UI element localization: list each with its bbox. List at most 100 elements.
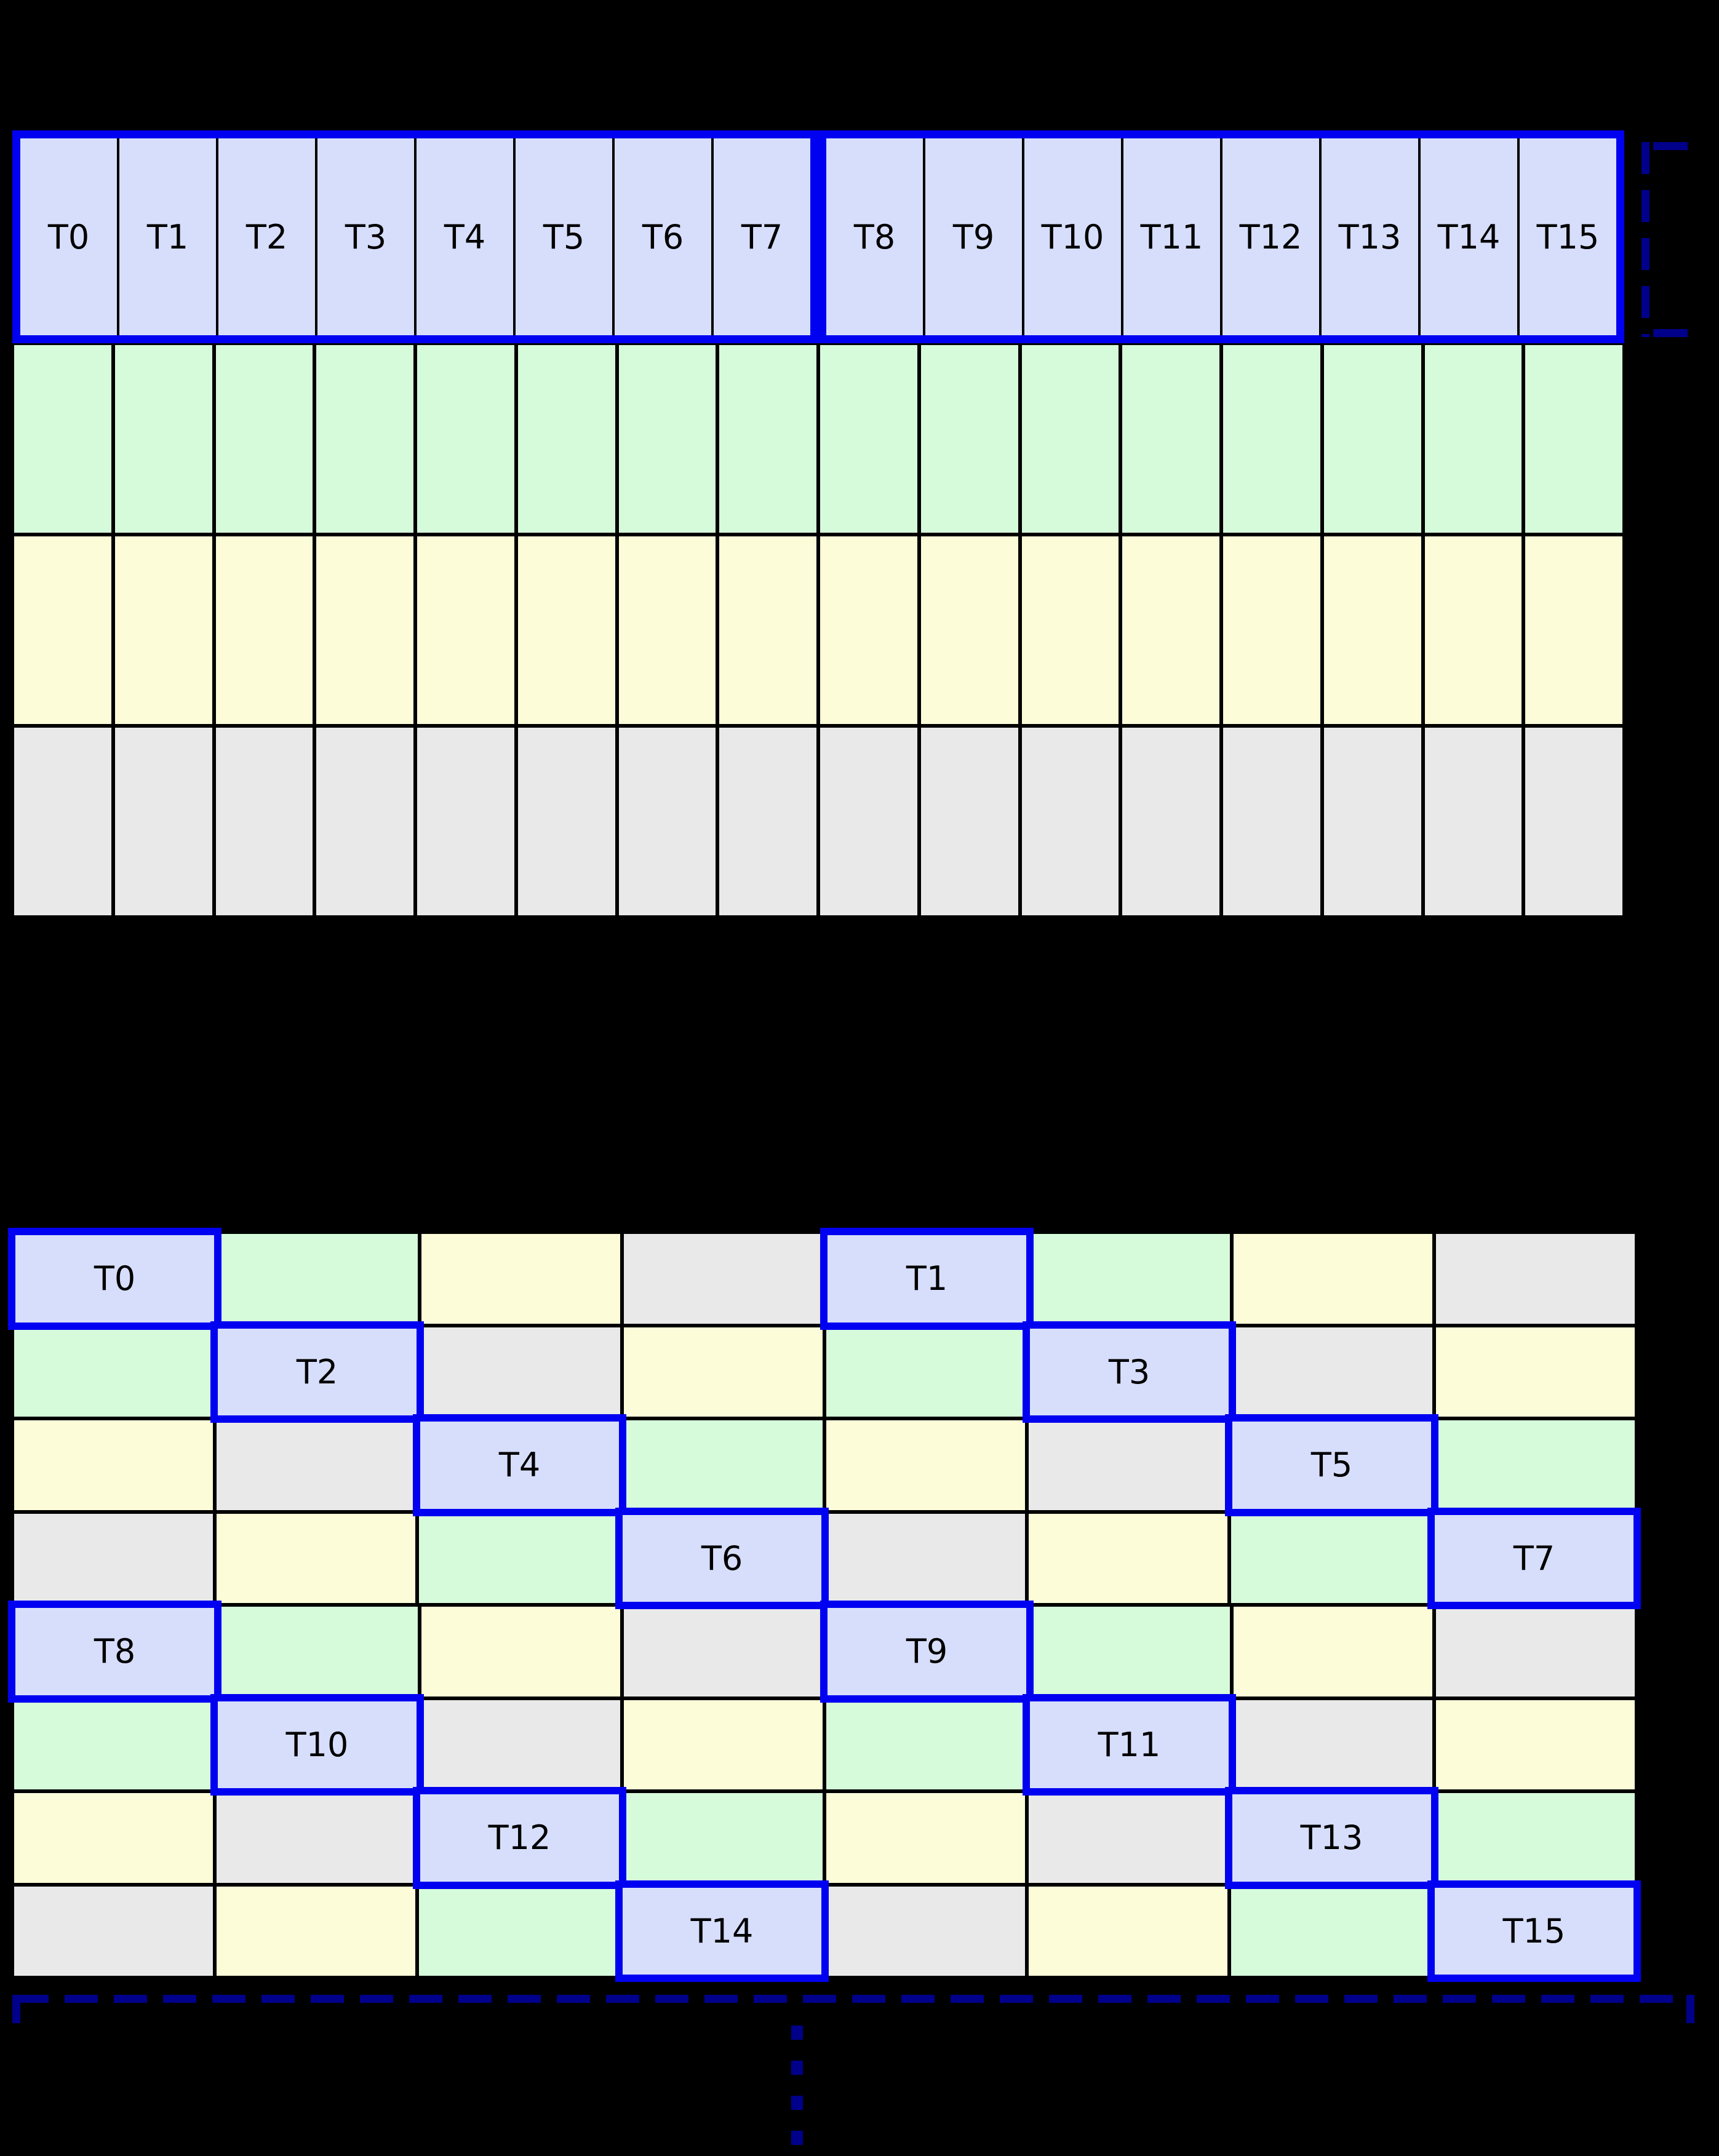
thread-access-cell: T3 [1027,1325,1232,1418]
memory-cell [415,535,516,726]
memory-cell [1422,726,1524,917]
memory-cell [1221,535,1322,726]
memory-cell [818,535,919,726]
memory-cell [516,726,617,917]
bank-cell [215,1511,417,1605]
thread-header-group: T8 T9 T10 T11 T12 T13 T14 T15 [818,130,1624,343]
memory-cell [415,726,516,917]
memory-cell [919,726,1020,917]
bracket-left-tick [12,1995,20,2023]
bank-cell [417,1884,620,1978]
bank-row: T12 T13 [12,1791,1637,1885]
bank-cell [824,1791,1027,1885]
memory-cell [113,726,214,917]
memory-cell [818,343,919,535]
thread-access-cell: T9 [824,1605,1029,1698]
bracket-vertical-dashed-line [1641,142,1649,337]
bank-cell [1027,1884,1229,1978]
bank-cell [622,1418,824,1512]
table-width-bracket-dashed [12,1995,1694,2023]
bank-cell [824,1698,1027,1791]
thread-header-cell: T13 [1319,138,1418,335]
bank-cell [1434,1418,1637,1512]
bank-cell [12,1418,215,1512]
thread-access-cell: T0 [12,1232,217,1326]
thread-header-cell: T15 [1517,138,1616,335]
memory-cell [1221,726,1322,917]
bank-cell [217,1605,420,1698]
bank-row: T0 T1 [12,1232,1637,1326]
thread-header-cell: T12 [1220,138,1319,335]
bank-cell [1434,1325,1637,1418]
bank-cell [1027,1418,1229,1512]
bank-cell [1229,1884,1432,1978]
bank-cell [420,1325,622,1418]
memory-row-green [12,343,1624,535]
memory-row-gray [12,726,1624,917]
top-table-body [12,343,1624,917]
strided-access-table: T0 T1 T2 T3 T4 T5 T6 T7 T8 T9 T10 T11 T12 T13 T14 T15 [12,1232,1637,1978]
thread-access-cell: T4 [417,1418,622,1512]
thread-header-cell: T4 [414,138,513,335]
memory-cell [213,535,315,726]
bank-cell [824,1418,1027,1512]
bank-cell [420,1605,622,1698]
bank-cell [1229,1511,1432,1605]
memory-cell [717,343,818,535]
thread-header-cell: T7 [711,138,810,335]
bank-cell [824,1511,1027,1605]
memory-cell [113,535,214,726]
bank-cell [12,1325,215,1418]
memory-cell [12,343,113,535]
bank-cell [622,1325,824,1418]
memory-cell [516,535,617,726]
bank-cell [1027,1511,1229,1605]
bank-cell [1434,1698,1637,1791]
memory-cell [919,535,1020,726]
thread-header-cell: T11 [1121,138,1220,335]
memory-cell [415,343,516,535]
bank-cell [622,1791,824,1885]
thread-access-cell: T1 [824,1232,1029,1326]
thread-header-group: T0 T1 T2 T3 T4 T5 T6 T7 [12,130,818,343]
bank-cell [12,1884,215,1978]
memory-cell [113,343,214,535]
thread-access-cell: T8 [12,1605,217,1698]
memory-cell [1422,343,1524,535]
bank-cell [217,1232,420,1326]
memory-cell [1523,726,1624,917]
memory-cell [12,726,113,917]
thread-header-cell: T14 [1418,138,1517,335]
thread-header-cell: T2 [216,138,315,335]
thread-header-cell: T5 [513,138,612,335]
bank-cell [12,1791,215,1885]
bank-cell [622,1698,824,1791]
bank-cell [1232,1232,1434,1326]
memory-cell [314,343,415,535]
threads-header-row: T0 T1 T2 T3 T4 T5 T6 T7 T8 T9 T10 T11 T12 T13 T14 T15 [12,130,1624,343]
bank-cell [1434,1791,1637,1885]
thread-access-cell: T14 [620,1884,824,1978]
thread-access-cell: T6 [620,1511,824,1605]
thread-header-cell: T3 [315,138,414,335]
memory-row-yellow [12,535,1624,726]
memory-cell [213,726,315,917]
memory-cell [1120,535,1221,726]
thread-access-cell: T12 [417,1791,622,1885]
continuation-ellipsis [791,2026,803,2149]
memory-cell [616,343,718,535]
memory-cell [1120,726,1221,917]
bank-cell [215,1418,417,1512]
memory-cell [1523,535,1624,726]
thread-header-cell: T8 [826,138,923,335]
bank-row: T2 T3 [12,1325,1637,1418]
memory-cell [1322,535,1423,726]
thread-access-cell: T5 [1229,1418,1434,1512]
memory-cell [1019,726,1121,917]
bank-cell [1029,1605,1232,1698]
bank-cell [824,1325,1027,1418]
memory-cell [616,726,718,917]
memory-cell [1322,343,1423,535]
bank-cell [1029,1232,1232,1326]
bank-cell [215,1884,417,1978]
